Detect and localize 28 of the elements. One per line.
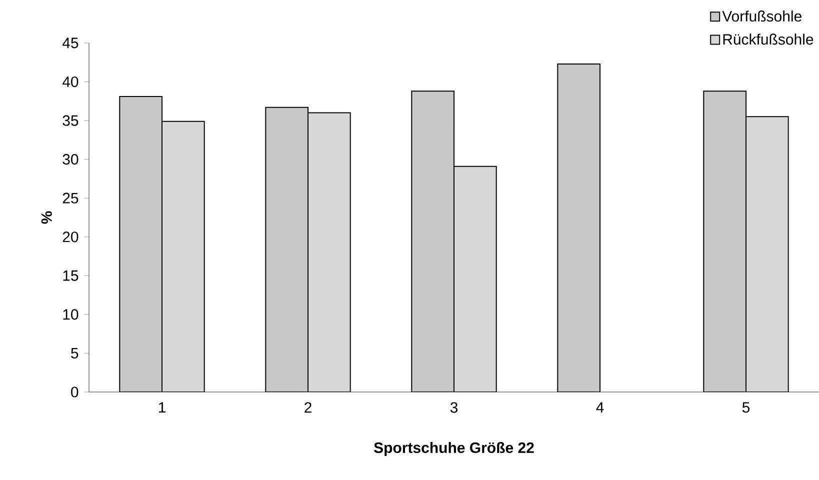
bar bbox=[454, 166, 497, 392]
y-tick-label: 10 bbox=[63, 309, 78, 320]
bar bbox=[703, 90, 747, 392]
y-tick-label: 35 bbox=[62, 115, 78, 126]
y-tick-label: 45 bbox=[62, 38, 78, 48]
bar bbox=[557, 63, 600, 392]
x-tick-label: 5 bbox=[742, 402, 750, 413]
legend-label: Vorfußsohle bbox=[722, 10, 802, 22]
x-tick-label: 1 bbox=[158, 402, 166, 413]
bar bbox=[411, 90, 455, 392]
legend-label: Rückfußsohle bbox=[723, 34, 814, 45]
y-tick-label: 0 bbox=[71, 386, 78, 398]
y-tick-label: 25 bbox=[62, 192, 78, 204]
bar bbox=[162, 120, 205, 392]
bar bbox=[746, 116, 789, 392]
y-tick-label: 20 bbox=[62, 232, 78, 242]
y-axis-title: % bbox=[41, 211, 52, 224]
x-tick-label: 3 bbox=[450, 402, 458, 413]
x-tick-label: 2 bbox=[304, 402, 312, 413]
y-tick-label: 15 bbox=[63, 270, 78, 281]
bar bbox=[265, 106, 309, 392]
x-tick-label: 4 bbox=[596, 402, 604, 413]
y-tick-label: 5 bbox=[71, 348, 78, 358]
y-tick-label: 30 bbox=[62, 154, 78, 165]
y-tick-label: 40 bbox=[62, 76, 78, 88]
bar bbox=[308, 112, 351, 392]
bar bbox=[119, 96, 162, 392]
x-axis-title: Sportschuhe Größe 22 bbox=[374, 442, 534, 456]
